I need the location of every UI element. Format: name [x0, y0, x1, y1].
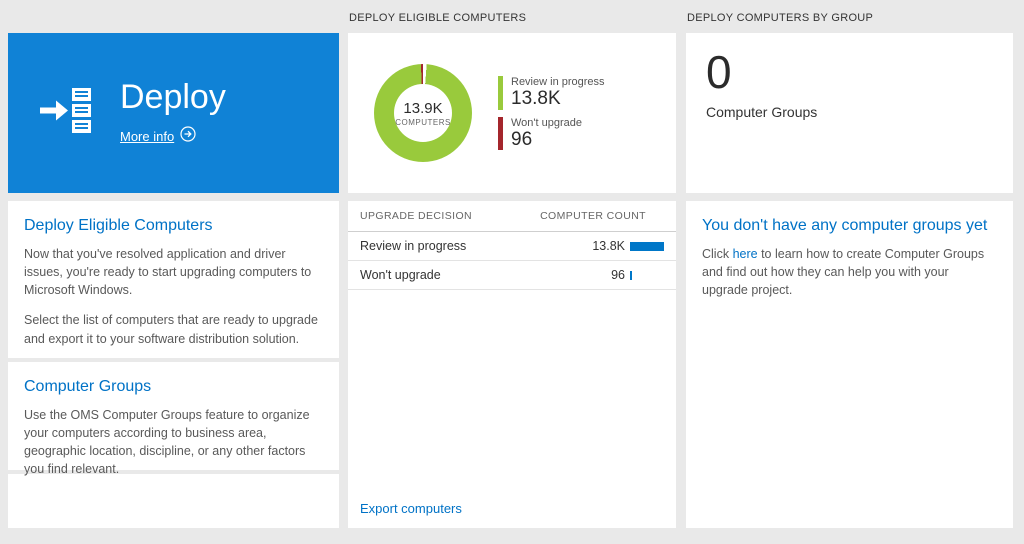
table-row-review-in-progress[interactable]: Review in progress 13.8K: [348, 232, 676, 261]
table-header-row: UPGRADE DECISION COMPUTER COUNT: [348, 201, 676, 232]
column-header-computer-count: COMPUTER COUNT: [540, 210, 646, 222]
row-value: 13.8K: [592, 239, 625, 253]
donut-center-label: COMPUTERS: [395, 117, 451, 127]
computer-groups-count-label: Computer Groups: [706, 103, 818, 120]
deploy-computers-by-group-column: 0 Computer Groups You don't have any com…: [686, 33, 1013, 528]
deploy-tile-title: Deploy: [120, 78, 226, 117]
table-spacer: [348, 290, 676, 489]
no-computer-groups-section: You don't have any computer groups yet C…: [686, 201, 1013, 528]
count-bar-track: [630, 270, 664, 280]
donut-center-value: 13.9K: [403, 99, 443, 117]
row-value: 96: [611, 268, 625, 282]
deploy-tile[interactable]: Deploy More info: [8, 33, 339, 193]
no-groups-heading: You don't have any computer groups yet: [702, 217, 988, 234]
legend-swatch-review-in-progress: [498, 75, 503, 110]
legend-label: Review in progress: [511, 75, 605, 88]
donut-center: 13.9K COMPUTERS: [394, 84, 452, 142]
computer-groups-count: 0: [706, 46, 732, 98]
legend-label: Won't upgrade: [511, 116, 583, 129]
here-link[interactable]: here: [732, 247, 758, 261]
section-header-deploy-eligible-computers: DEPLOY ELIGIBLE COMPUTERS: [349, 12, 527, 24]
row-label: Won't upgrade: [360, 268, 441, 282]
overview-column: Deploy More info Deploy Eligible Compute…: [8, 33, 339, 528]
text-after-link: to learn how to create Computer Groups a…: [702, 247, 985, 298]
count-bar: [630, 241, 664, 251]
empty-card: [8, 474, 339, 528]
donut-chart[interactable]: 13.9K COMPUTERS: [374, 64, 472, 162]
arrow-circle-icon: [180, 126, 196, 147]
upgrade-decision-donut-tile[interactable]: 13.9K COMPUTERS Review in progress 13.8K…: [348, 33, 676, 193]
count-bar-track: [630, 241, 664, 251]
legend-item-wont-upgrade: Won't upgrade 96: [498, 116, 605, 151]
section-header-deploy-computers-by-group: DEPLOY COMPUTERS BY GROUP: [687, 12, 874, 24]
count-bar: [630, 270, 632, 280]
upgrade-decision-table: UPGRADE DECISION COMPUTER COUNT Review i…: [348, 201, 676, 528]
legend-swatch-wont-upgrade: [498, 116, 503, 151]
legend-value: 96: [511, 128, 533, 150]
export-computers-link[interactable]: Export computers: [360, 501, 462, 516]
deploy-eligible-paragraph-2: Select the list of computers that are re…: [24, 313, 318, 346]
deploy-eligible-paragraph-1: Now that you've resolved application and…: [24, 247, 312, 298]
computer-groups-count-tile[interactable]: 0 Computer Groups: [686, 33, 1013, 193]
row-label: Review in progress: [360, 239, 467, 253]
more-info-link[interactable]: More info: [120, 126, 226, 147]
column-header-upgrade-decision: UPGRADE DECISION: [360, 210, 472, 222]
deploy-eligible-computers-column: 13.9K COMPUTERS Review in progress 13.8K…: [348, 33, 676, 528]
legend-value: 13.8K: [511, 87, 561, 109]
donut-legend: Review in progress 13.8K Won't upgrade 9…: [498, 69, 605, 158]
text-before-link: Click: [702, 247, 733, 261]
computer-groups-section: Computer Groups Use the OMS Computer Gro…: [8, 362, 339, 476]
deploy-icon: [38, 87, 92, 140]
section-heading-deploy-eligible-computers: Deploy Eligible Computers: [24, 217, 213, 234]
no-groups-text: Click here to learn how to create Comput…: [702, 245, 997, 299]
computer-groups-paragraph: Use the OMS Computer Groups feature to o…: [24, 408, 310, 477]
section-heading-computer-groups: Computer Groups: [24, 378, 152, 395]
table-row-wont-upgrade[interactable]: Won't upgrade 96: [348, 261, 676, 290]
deploy-tile-text: Deploy More info: [120, 78, 226, 147]
more-info-label: More info: [120, 128, 175, 144]
legend-item-review-in-progress: Review in progress 13.8K: [498, 75, 605, 110]
deploy-eligible-computers-section: Deploy Eligible Computers Now that you'v…: [8, 201, 339, 358]
